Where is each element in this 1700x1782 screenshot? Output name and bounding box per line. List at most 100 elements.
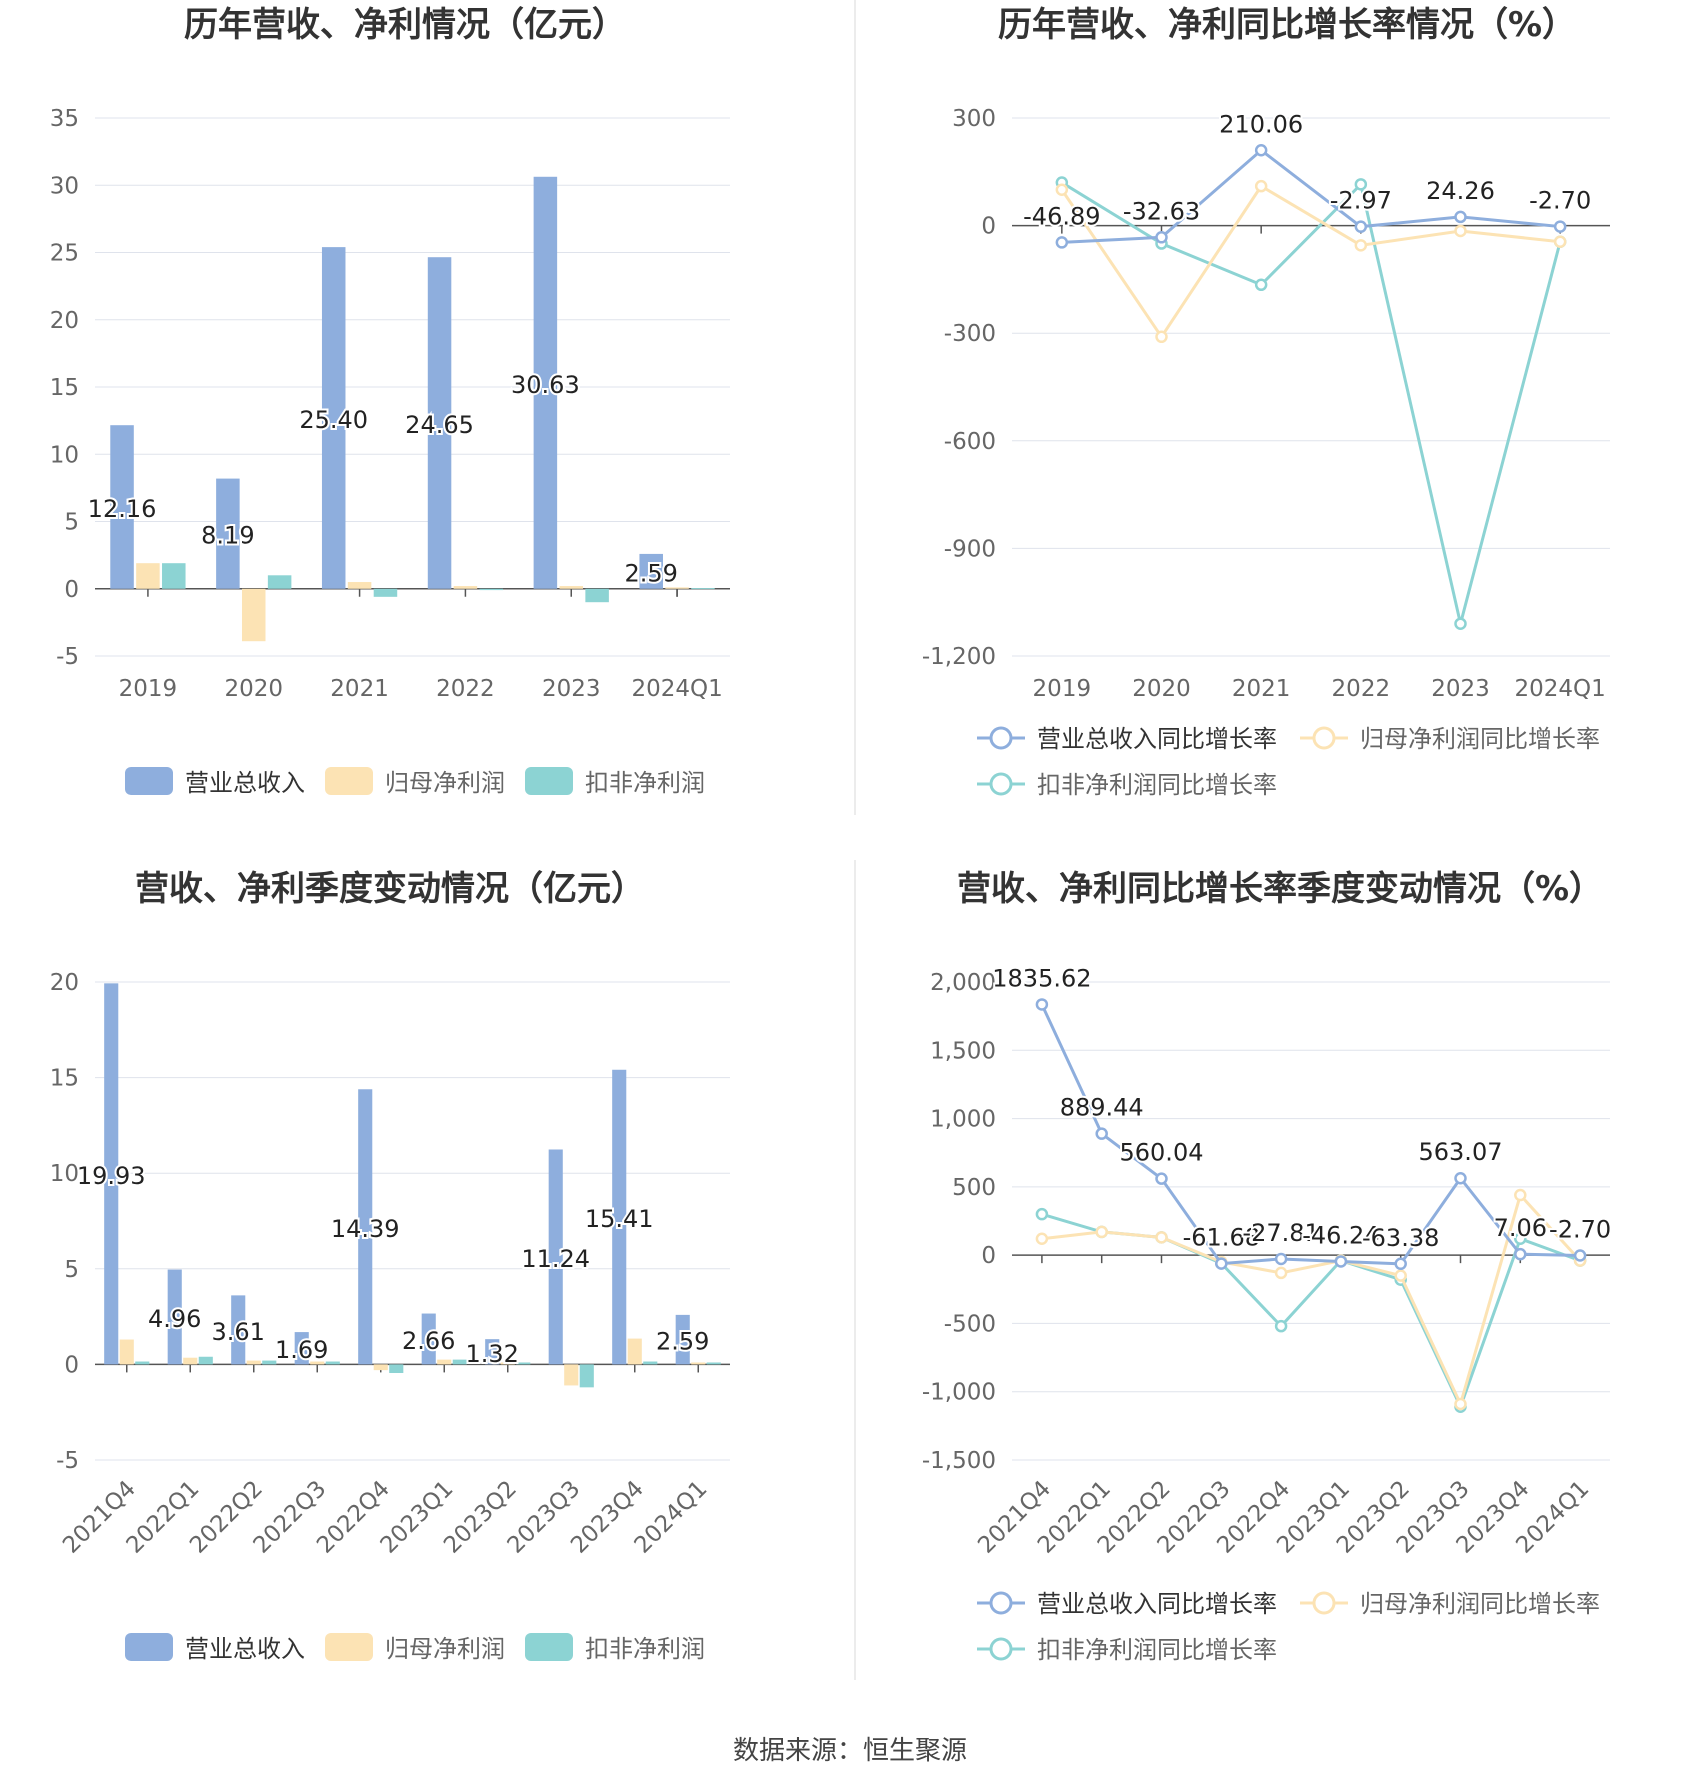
series-point-2	[1274, 1266, 1288, 1280]
data-label: -27.81	[1242, 1219, 1319, 1247]
legend: 营业总收入 归母净利润 扣非净利润	[125, 1633, 705, 1663]
legend-label: 归母净利润	[385, 1635, 505, 1663]
legend-swatch	[125, 1633, 173, 1661]
y-tick-label: -300	[944, 321, 996, 347]
series-point-3	[1274, 1319, 1288, 1333]
x-tick-label: 2019	[1033, 676, 1092, 702]
data-label: 7.06	[1494, 1214, 1547, 1242]
data-label: 3.61	[212, 1318, 265, 1346]
legend-marker	[1312, 1591, 1336, 1615]
y-tick-label: 30	[50, 173, 79, 199]
series-point-1	[1553, 220, 1567, 233]
bar-1	[485, 1339, 500, 1365]
y-tick-label: -600	[944, 429, 996, 455]
series-point-1	[1035, 998, 1049, 1011]
y-tick-label: 0	[64, 577, 79, 603]
bar-3	[373, 588, 398, 597]
bar-3	[262, 1360, 277, 1365]
x-tick-label: 2023	[542, 676, 601, 702]
bar-2	[246, 1360, 261, 1365]
y-tick-label: 500	[952, 1175, 996, 1201]
bar-3	[452, 1359, 467, 1365]
bar-3	[325, 1361, 340, 1365]
legend-label: 归母净利润	[385, 769, 505, 797]
bar-2	[119, 1339, 134, 1365]
series-point-1	[1454, 1171, 1467, 1185]
data-label: 15.41	[585, 1205, 654, 1233]
series-line-1	[1061, 148, 1561, 244]
series-point-2	[1155, 1231, 1168, 1244]
series-point-1	[1334, 1255, 1348, 1268]
series-point-1	[1573, 1249, 1587, 1262]
x-tick-label: 2022	[436, 676, 495, 702]
y-tick-label: 0	[981, 214, 996, 240]
data-label: 1835.62	[992, 964, 1091, 992]
series-point-1	[1394, 1257, 1407, 1271]
data-label: 14.39	[331, 1215, 400, 1243]
data-label: -46.24	[1302, 1221, 1379, 1249]
legend-label: 扣非净利润同比增长率	[1037, 771, 1277, 799]
legend-label: 营业总收入	[185, 1635, 305, 1663]
y-tick-label: 25	[50, 241, 79, 267]
bar-3	[643, 1361, 658, 1365]
chart-title: 历年营收、净利情况（亿元）	[184, 5, 626, 45]
data-label: -2.70	[1549, 1216, 1611, 1244]
data-label: 12.16	[88, 495, 157, 523]
x-tick-label: 2020	[224, 676, 283, 702]
data-label: 8.19	[201, 522, 254, 550]
bar-2	[500, 1362, 515, 1365]
y-tick-label: -5	[56, 1448, 79, 1474]
bar-1	[294, 1332, 309, 1365]
series-point-1	[1274, 1252, 1288, 1266]
series-point-2	[1454, 224, 1467, 238]
legend-label: 营业总收入同比增长率	[1037, 1590, 1277, 1618]
bar-1	[533, 176, 558, 589]
y-tick-label: -5	[56, 644, 79, 670]
series-line-3	[1061, 181, 1562, 625]
data-label: 19.93	[77, 1162, 146, 1190]
bar-1	[216, 478, 240, 589]
bar-3	[162, 563, 186, 589]
series-point-3	[1254, 278, 1268, 292]
series-point-1	[1354, 220, 1368, 233]
bar-2	[453, 586, 478, 589]
y-tick-label: -1,000	[922, 1380, 996, 1406]
series-point-2	[1055, 183, 1069, 196]
y-tick-label: 5	[64, 1257, 79, 1283]
chart-panel-1: 历年营收、净利情况（亿元） -5 0 5 10 15 20 25 30 35 2019 2020 202…	[50, 5, 730, 797]
bar-2	[437, 1359, 452, 1365]
series-point-2	[1454, 1397, 1467, 1411]
legend-swatch	[525, 767, 573, 795]
bar-2	[564, 1364, 579, 1386]
bar-2	[691, 1362, 706, 1365]
bar-1	[421, 1313, 436, 1365]
bar-2	[373, 1364, 388, 1371]
legend-swatch	[525, 1633, 573, 1661]
legend-label: 营业总收入	[185, 769, 305, 797]
y-tick-label: 0	[64, 1352, 79, 1378]
series-point-1	[1095, 1127, 1108, 1140]
series-line-1	[1040, 1003, 1581, 1266]
x-tick-label: 2024Q1	[631, 676, 722, 702]
data-label: 30.63	[511, 371, 580, 399]
bar-1	[548, 1149, 563, 1365]
data-label: -63.38	[1362, 1224, 1439, 1252]
legend-label: 扣非净利润同比增长率	[1037, 1636, 1277, 1664]
chart-panel-4: 营收、净利同比增长率季度变动情况（%） -1,500 -1,000 -500 0 500 1…	[922, 869, 1613, 1664]
bar-1	[110, 425, 134, 589]
x-tick-label: 2021	[1232, 676, 1291, 702]
bar-3	[198, 1356, 213, 1365]
bar-3	[267, 575, 292, 589]
legend-label: 归母净利润同比增长率	[1360, 725, 1600, 753]
series-point-2	[1155, 330, 1168, 344]
data-label: 560.04	[1120, 1139, 1204, 1167]
x-tick-label: 2023	[1431, 676, 1490, 702]
series-point-1	[1155, 231, 1168, 244]
legend-marker	[989, 726, 1013, 750]
legend: 营业总收入 归母净利润 扣非净利润	[125, 767, 705, 797]
y-tick-label: 0	[981, 1243, 996, 1269]
series-point-2	[1095, 1225, 1108, 1239]
bar-1	[167, 1269, 182, 1365]
data-label: 2.66	[402, 1327, 455, 1355]
